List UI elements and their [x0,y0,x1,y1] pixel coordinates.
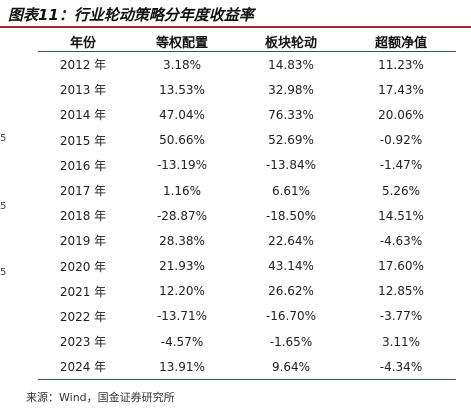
cell-year: 2012 年 [59,58,107,73]
cell-year: 2022 年 [59,309,107,324]
cell-sector-rotation: 6.61% [271,183,311,198]
cell-year: 2018 年 [59,209,107,224]
cell-sector-rotation: -18.50% [265,208,317,223]
cell-excess-nav: 12.85% [378,284,424,299]
cell-equal-weight: 28.38% [159,233,205,248]
cell-excess-nav: -3.77% [379,309,423,324]
cell-equal-weight: 13.53% [159,82,205,97]
header-row: 年份 等权配置 板块轮动 超额净值 [38,31,456,52]
cell-equal-weight: -13.19% [156,158,208,173]
cell-equal-weight: 21.93% [159,259,205,274]
table-row: 2019 年 28.38% 22.64% -4.63% [38,228,456,253]
cell-equal-weight: 47.04% [159,107,205,122]
cell-year: 2024 年 [38,354,128,381]
cell-excess-nav: 3.11% [381,334,421,349]
cell-excess-nav: 11.23% [378,57,424,72]
table-row: 2022 年 -13.71% -16.70% -3.77% [38,304,456,329]
cell-year: 2017 年 [59,184,107,199]
cell-year: 2013 年 [59,83,107,98]
cell-excess-nav: -4.63% [379,233,423,248]
header-excess-nav: 超额净值 [346,31,456,52]
cell-excess-nav: -4.34% [346,354,456,381]
figure-title: 图表11：行业轮动策略分年度收益率 [8,6,254,24]
cell-equal-weight: -13.71% [156,309,208,324]
cell-excess-nav: 5.26% [381,183,421,198]
header-equal-weight: 等权配置 [128,31,236,52]
cell-equal-weight: 12.20% [159,284,205,299]
cell-sector-rotation: -13.84% [265,158,317,173]
cell-sector-rotation: 9.64% [236,354,346,381]
cell-excess-nav: 20.06% [378,107,424,122]
top-rule [0,26,471,28]
cell-excess-nav: 14.51% [378,208,424,223]
cell-equal-weight: 50.66% [159,133,205,148]
cell-equal-weight: 1.16% [162,183,202,198]
table-row: 2021 年 12.20% 26.62% 12.85% [38,279,456,304]
table-row: 2012 年 3.18% 14.83% 11.23% [38,52,456,78]
cell-excess-nav: -1.47% [379,158,423,173]
cell-equal-weight: -4.57% [160,334,204,349]
header-sector-rotation: 板块轮动 [236,31,346,52]
cell-sector-rotation: 14.83% [268,57,314,72]
cell-sector-rotation: 22.64% [268,233,314,248]
cell-sector-rotation: 26.62% [268,284,314,299]
returns-table: 年份 等权配置 板块轮动 超额净值 2012 年 3.18% 14.83% 11.23… [38,31,456,381]
table-row: 2023 年 -4.57% -1.65% 3.11% [38,329,456,354]
cell-equal-weight: -28.87% [156,208,208,223]
cell-sector-rotation: 52.69% [268,133,314,148]
cell-excess-nav: -0.92% [379,133,423,148]
header-year: 年份 [38,31,128,52]
table-row: 2014 年 47.04% 76.33% 20.06% [38,102,456,127]
left-mark: 5 [0,201,7,212]
cell-year: 2016 年 [59,158,107,173]
cell-sector-rotation: 76.33% [268,107,314,122]
table-row: 2016 年 -13.19% -13.84% -1.47% [38,153,456,178]
table-row: 2018 年 -28.87% -18.50% 14.51% [38,203,456,228]
table-row: 2013 年 13.53% 32.98% 17.43% [38,77,456,102]
cell-year: 2020 年 [59,259,107,274]
cell-equal-weight: 13.91% [128,354,236,381]
cell-year: 2019 年 [59,234,107,249]
table-row: 2020 年 21.93% 43.14% 17.60% [38,254,456,279]
cell-sector-rotation: 32.98% [268,82,314,97]
cell-equal-weight: 3.18% [162,57,202,72]
cell-year: 2014 年 [59,108,107,123]
cell-year: 2015 年 [59,133,107,148]
source-note: 来源：Wind，国金证券研究所 [26,391,175,404]
cell-sector-rotation: -1.65% [269,334,313,349]
table-row: 2024 年 13.91% 9.64% -4.34% [38,354,456,381]
left-mark: 5 [0,267,7,278]
table-row: 2017 年 1.16% 6.61% 5.26% [38,178,456,203]
table-row: 2015 年 50.66% 52.69% -0.92% [38,128,456,153]
cell-year: 2021 年 [59,284,107,299]
cell-sector-rotation: 43.14% [268,259,314,274]
cell-year: 2023 年 [59,335,107,350]
cell-sector-rotation: -16.70% [265,309,317,324]
cell-excess-nav: 17.60% [378,259,424,274]
cell-excess-nav: 17.43% [378,82,424,97]
left-mark: 5 [0,133,7,144]
